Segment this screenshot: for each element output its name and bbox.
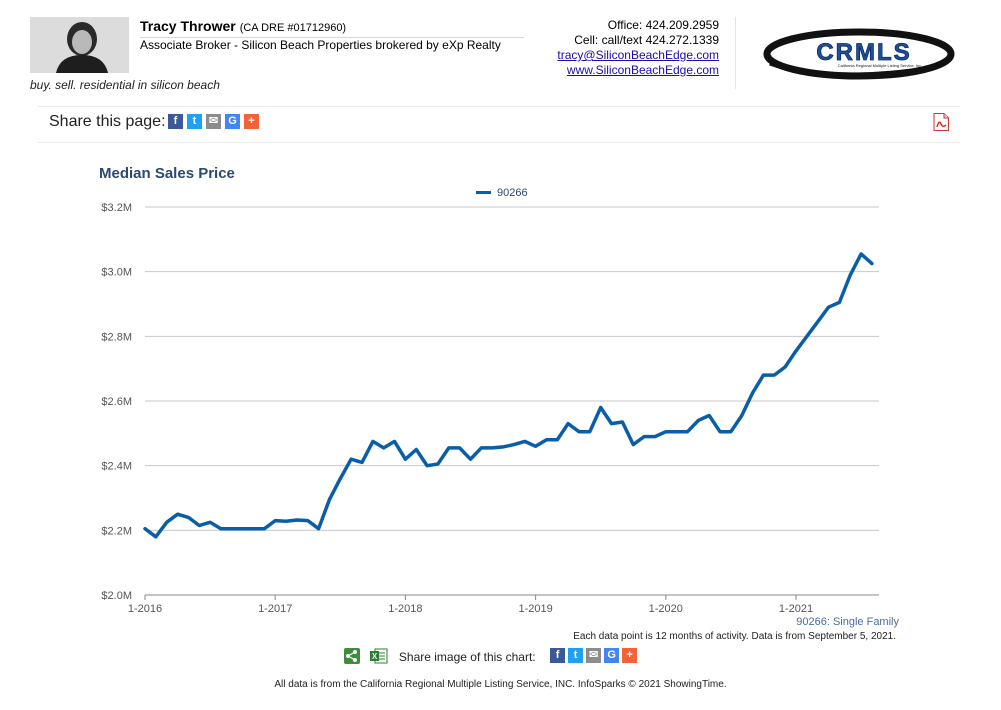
twitter-icon[interactable]: t [187,114,202,129]
pdf-icon[interactable] [933,113,949,131]
email-link-wrap: tracy@SiliconBeachEdge.com [557,48,719,62]
y-tick-label: $2.4M [101,461,132,473]
chart-legend: 90266 [476,187,528,199]
svg-text:X: X [372,652,378,661]
plot-area [143,252,874,539]
facebook-icon[interactable]: f [168,114,183,129]
y-tick-label: $2.2M [101,525,132,537]
x-tick-label: 1-2021 [779,603,813,615]
legend-label: 90266 [497,187,528,199]
name-divider [140,37,524,38]
share-image-row: X Share image of this chart: f t ✉ G + [344,648,640,666]
crmls-logo: CRMLS California Regional Multiple Listi… [763,28,955,80]
legend-swatch [476,191,491,194]
footer-text: All data is from the California Regional… [274,679,727,690]
y-tick-label: $2.0M [101,590,132,602]
agent-photo [30,17,129,73]
tagline: buy. sell. residential in silicon beach [30,78,220,92]
y-axis: $2.0M $2.2M $2.4M $2.6M $2.8M $3.0M $3.2M [101,202,132,602]
x-tick-label: 1-2019 [518,603,552,615]
google-icon[interactable]: G [604,648,620,663]
y-tick-label: $3.0M [101,267,132,279]
agent-portrait-icon [30,17,129,73]
series-note: 90266: Single Family [796,616,899,628]
share-page-icons: f t ✉ G + [168,114,263,132]
x-tick-label: 1-2017 [258,603,292,615]
data-note: Each data point is 12 months of activity… [573,631,896,642]
x-tick-label: 1-2020 [649,603,683,615]
share-bar-bottom-rule [38,142,960,143]
share-bar-top-rule [38,106,960,107]
email-link[interactable]: tracy@SiliconBeachEdge.com [557,48,719,62]
dre-number: (CA DRE #01712960) [239,22,347,34]
x-axis: 1-2016 1-2017 1-2018 1-2019 1-2020 1-2021 [128,595,813,615]
excel-icon[interactable]: X [370,648,388,664]
office-phone: Office: 424.209.2959 [607,18,719,32]
median-sales-price-chart: Median Sales Price 90266 1-2016 1-2017 1-2… [99,165,879,615]
agent-name-text: Tracy Thrower [140,18,236,34]
chart-title: Median Sales Price [99,165,235,182]
header-divider [735,17,736,89]
logo-subtext: California Regional Multiple Listing Ser… [838,63,922,68]
x-tick-label: 1-2018 [388,603,422,615]
agent-name: Tracy Thrower (CA DRE #01712960) [140,18,346,34]
email-icon[interactable]: ✉ [206,114,221,129]
cell-phone: Cell: call/text 424.272.1339 [574,33,719,47]
logo-text: CRMLS [816,39,911,66]
chart-grid [145,206,879,596]
website-link[interactable]: www.SiliconBeachEdge.com [566,63,719,77]
facebook-icon[interactable]: f [550,648,566,663]
y-tick-label: $2.6M [101,396,132,408]
share-image-label: Share image of this chart: [398,650,536,664]
plus-icon[interactable]: + [244,114,259,129]
y-tick-label: $3.2M [101,202,132,214]
share-icon[interactable] [344,648,360,664]
x-tick-label: 1-2016 [128,603,162,615]
email-icon[interactable]: ✉ [586,648,602,663]
share-page-label: Share this page: [49,113,166,130]
google-icon[interactable]: G [225,114,240,129]
twitter-icon[interactable]: t [568,648,584,663]
website-link-wrap: www.SiliconBeachEdge.com [567,63,719,77]
series-line-90266 [143,252,874,539]
plus-icon[interactable]: + [622,648,638,663]
y-tick-label: $2.8M [101,331,132,343]
agent-title: Associate Broker - Silicon Beach Propert… [140,38,501,52]
